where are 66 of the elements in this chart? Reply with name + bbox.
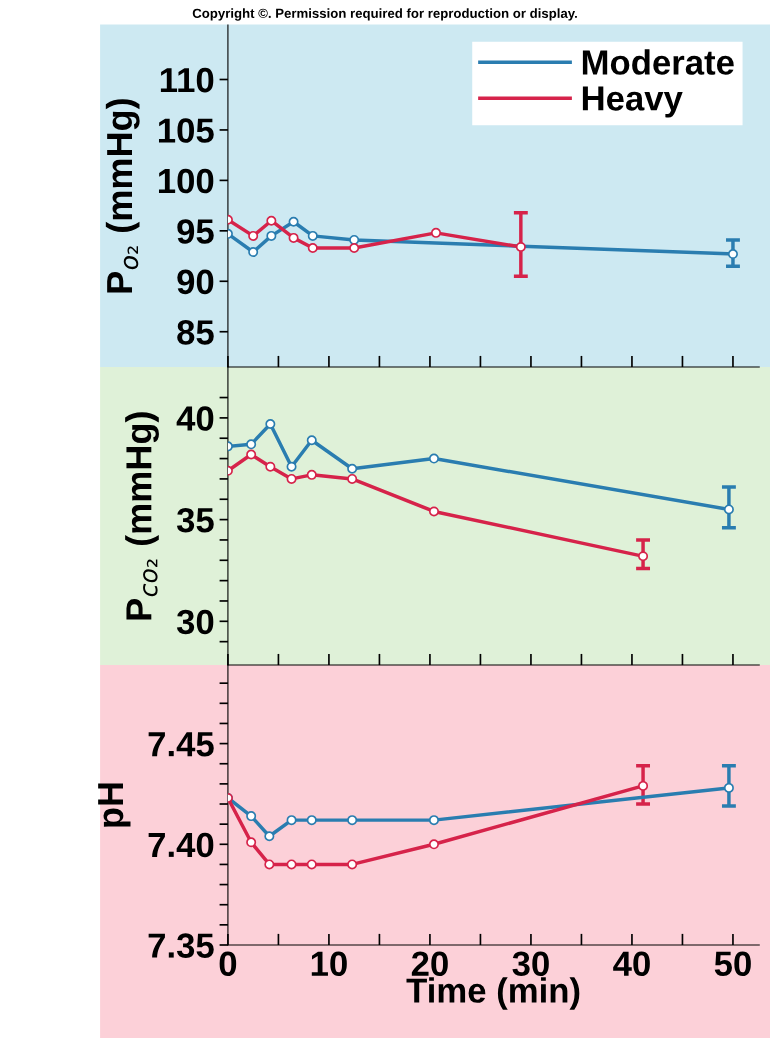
- point: [286, 859, 297, 870]
- x-axis-title: Time (min): [406, 977, 580, 1010]
- point: [347, 463, 358, 474]
- point: [723, 504, 734, 515]
- point: [306, 815, 317, 826]
- y-tick-label: 7.35: [148, 933, 214, 958]
- point: [428, 453, 439, 464]
- point: [286, 461, 297, 472]
- y-tick-label: 7.45: [148, 732, 214, 757]
- x-tick-label: 20: [411, 951, 448, 977]
- point: [288, 216, 299, 227]
- point: [727, 249, 738, 260]
- point: [246, 837, 257, 848]
- point: [264, 831, 275, 842]
- point: [264, 859, 275, 870]
- point: [246, 439, 257, 450]
- point: [349, 242, 360, 253]
- point: [288, 232, 299, 243]
- legend-label: Moderate: [582, 49, 734, 75]
- y-tick-label: 95: [177, 219, 214, 244]
- y-tick-label: 85: [177, 320, 214, 345]
- point: [428, 839, 439, 850]
- point: [265, 418, 276, 429]
- y-tick-label: 110: [160, 67, 214, 93]
- point: [266, 215, 277, 226]
- y-tick-label: 90: [177, 269, 214, 295]
- point: [723, 782, 734, 793]
- point: [306, 859, 317, 870]
- x-tick-label: 30: [512, 951, 549, 977]
- text: Copyright ©. Permission required for reproduction or display.: [192, 8, 577, 21]
- point: [349, 234, 360, 245]
- x-tick-label: 40: [613, 951, 650, 977]
- point: [428, 506, 439, 517]
- point: [266, 230, 277, 241]
- point: [347, 859, 358, 870]
- point: [286, 815, 297, 826]
- point: [428, 815, 439, 826]
- legend-label: Heavy: [582, 86, 683, 118]
- y-axis-title: P$_{o₂}$ (mmHg): [105, 99, 140, 293]
- point: [347, 815, 358, 826]
- point: [246, 811, 257, 822]
- y-axis-title: P$_{co₂}$ (mmHg): [125, 412, 159, 620]
- point: [515, 241, 526, 252]
- x-tick-label: 50: [714, 951, 751, 977]
- point: [265, 461, 276, 472]
- point: [246, 449, 257, 460]
- y-tick-label: 105: [158, 118, 214, 143]
- y-tick-label: 35: [176, 507, 214, 533]
- point: [307, 242, 318, 253]
- point: [307, 230, 318, 241]
- point: [638, 780, 649, 791]
- point: [248, 247, 259, 258]
- point: [286, 473, 297, 484]
- y-tick-label: 30: [176, 609, 214, 635]
- y-tick-label: 7.40: [148, 832, 214, 858]
- point: [430, 227, 441, 238]
- point: [306, 435, 317, 446]
- point: [248, 230, 259, 241]
- y-tick-label: 100: [158, 168, 214, 194]
- point: [638, 551, 649, 562]
- x-tick-label: 10: [311, 951, 347, 977]
- x-tick-label: 0: [219, 951, 237, 977]
- y-axis-title: pH: [98, 783, 131, 827]
- y-tick-label: 40: [176, 406, 214, 431]
- point: [347, 473, 358, 484]
- point: [306, 469, 317, 480]
